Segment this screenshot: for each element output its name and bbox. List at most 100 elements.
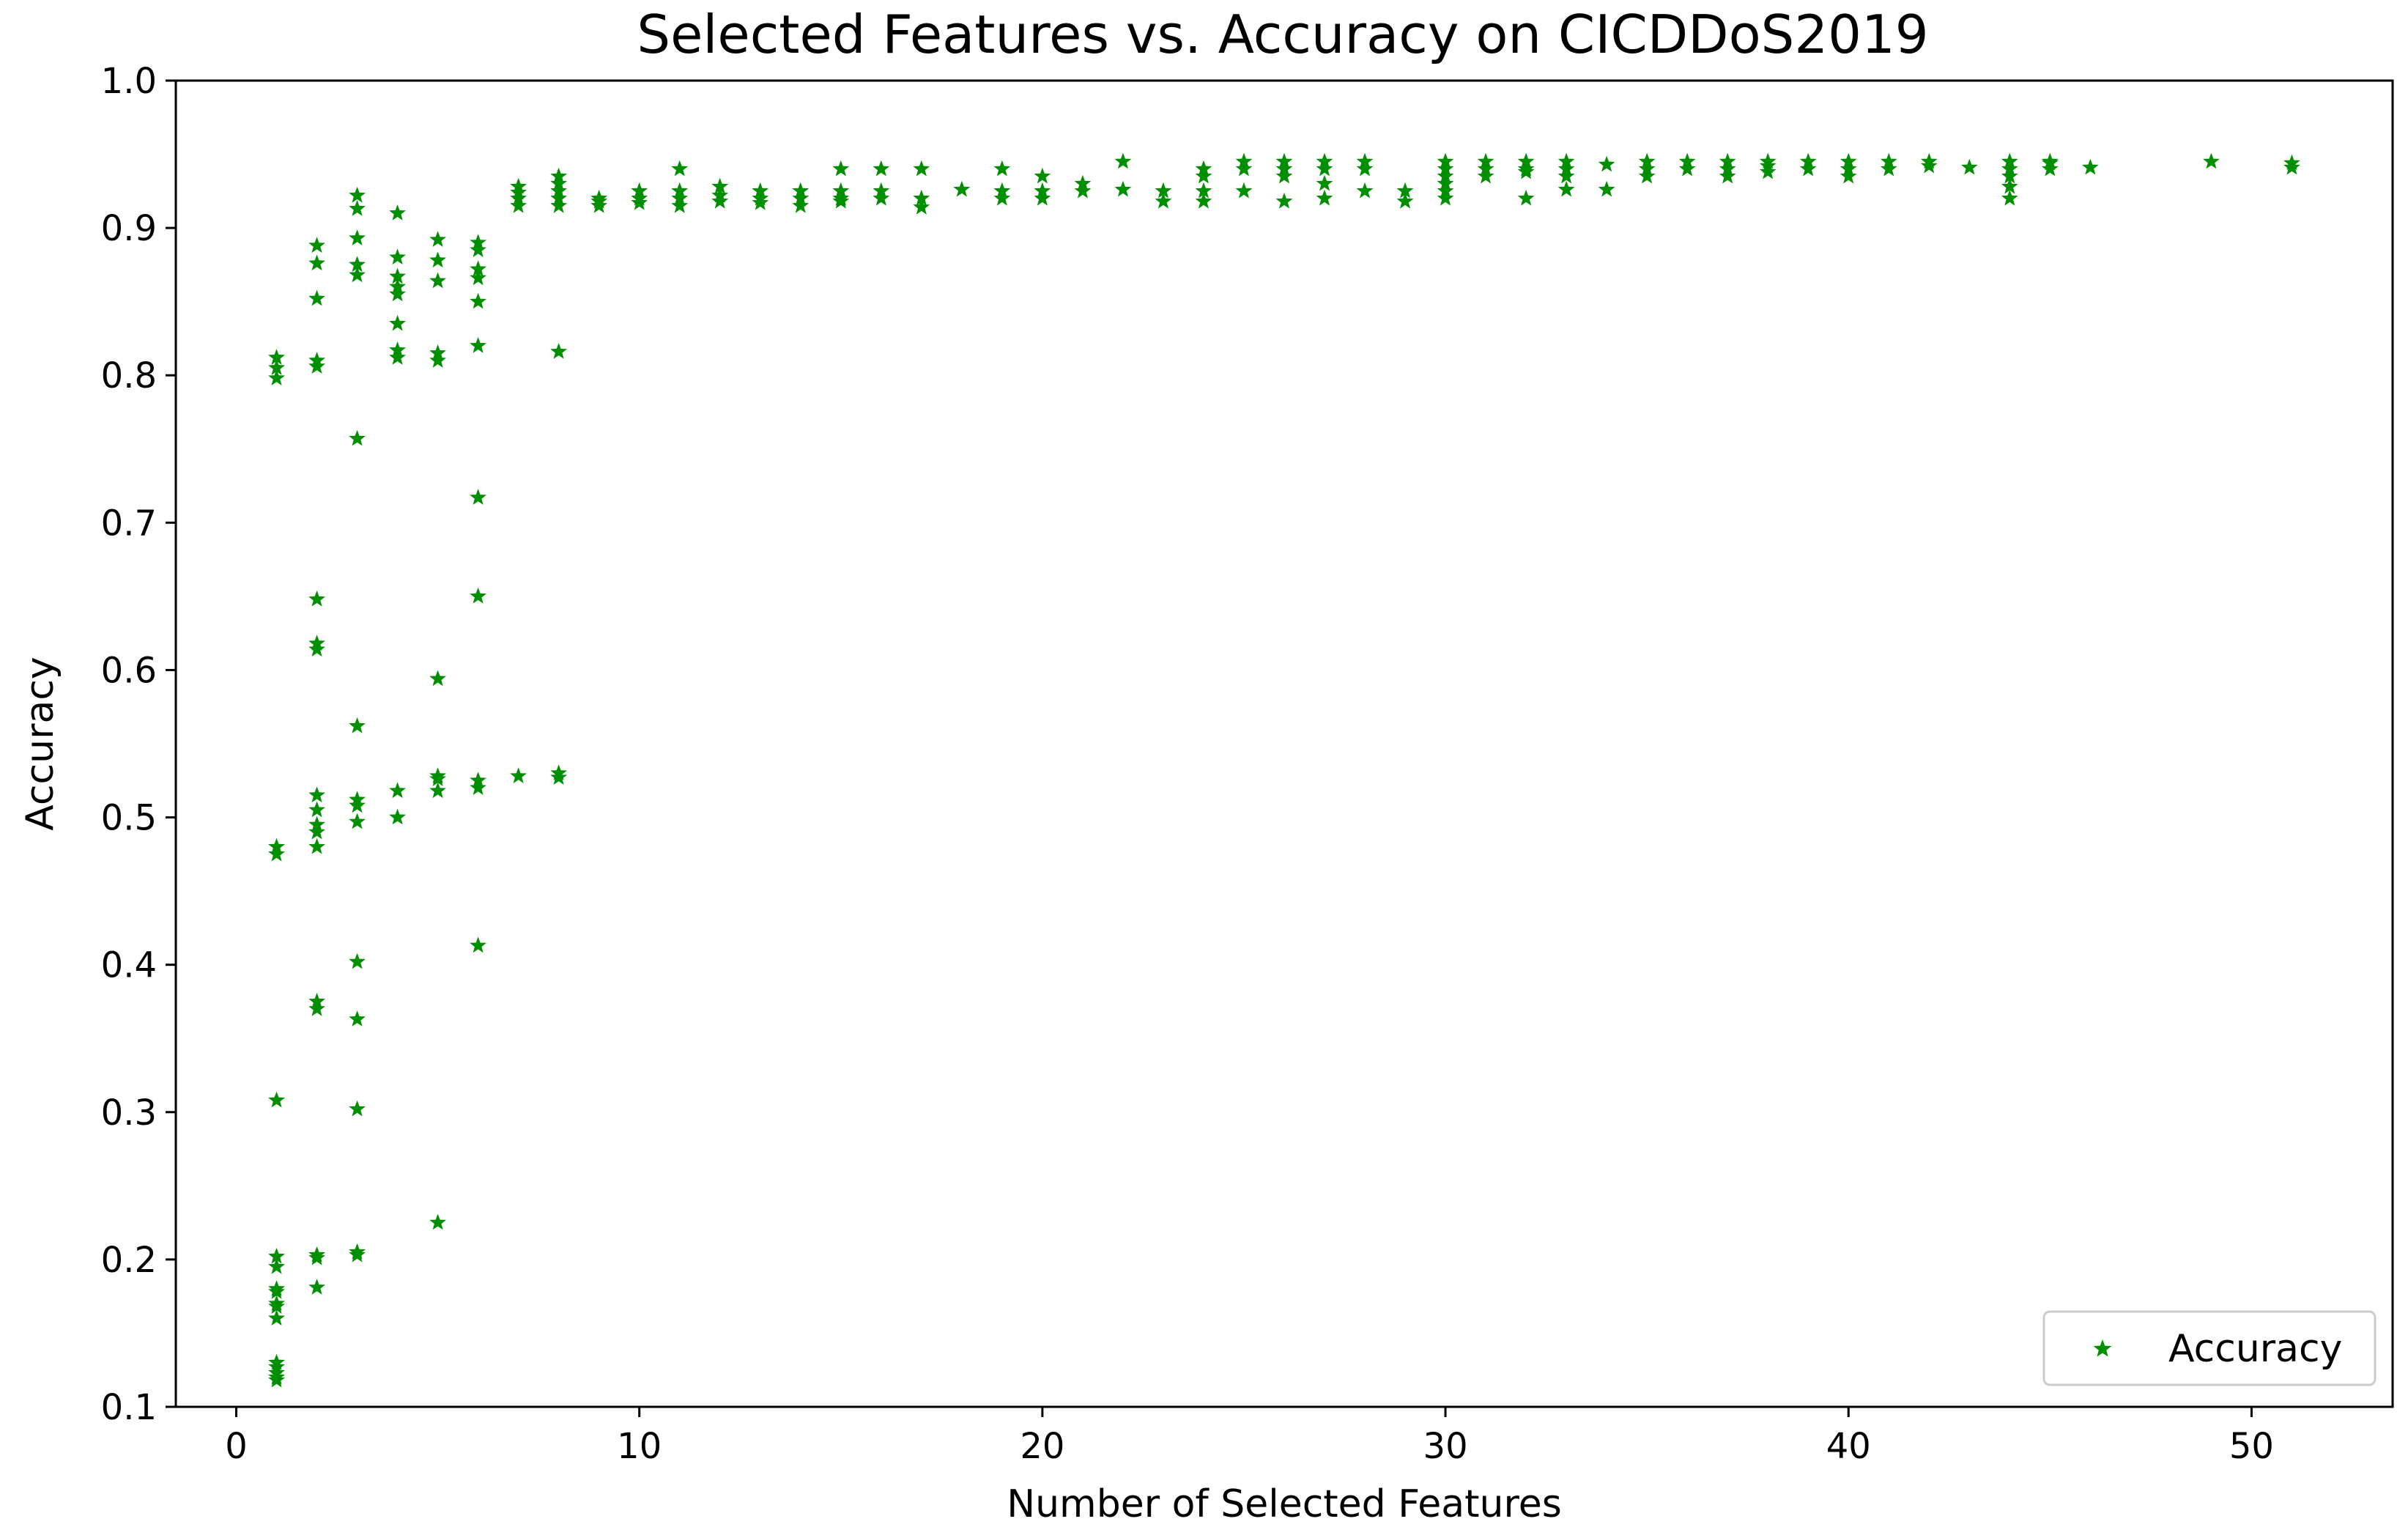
data-point (1034, 167, 1051, 184)
data-point (2041, 160, 2059, 177)
data-point (268, 1371, 285, 1388)
data-point (873, 189, 890, 206)
data-point (1275, 167, 1293, 184)
data-point (1477, 167, 1494, 184)
data-point (389, 267, 406, 284)
data-point (268, 1283, 285, 1299)
data-point (470, 489, 486, 505)
data-point (308, 289, 325, 306)
data-point (308, 640, 325, 657)
data-point (1034, 189, 1051, 206)
data-point (1880, 160, 1897, 177)
data-point (1517, 163, 1535, 180)
chart-title: Selected Features vs. Accuracy on CICDDo… (637, 4, 1928, 65)
data-point (1759, 163, 1777, 180)
data-point (349, 1100, 366, 1117)
x-axis-label: Number of Selected Features (1007, 1482, 1562, 1526)
x-tick-label: 10 (617, 1426, 662, 1467)
data-point (1437, 189, 1454, 206)
data-point (550, 769, 568, 785)
data-point (1316, 160, 1333, 177)
data-point (873, 160, 890, 177)
data-point (510, 767, 527, 783)
legend-box (2042, 1310, 2376, 1386)
data-point (550, 343, 568, 359)
data-point (1275, 192, 1293, 209)
y-tick-label: 0.1 (101, 1387, 157, 1428)
data-point (268, 359, 285, 375)
data-point (389, 248, 406, 265)
x-tick-label: 30 (1423, 1426, 1468, 1467)
data-point (792, 196, 810, 213)
data-point (389, 349, 406, 365)
data-point (470, 269, 486, 286)
data-point (349, 796, 366, 813)
data-point (308, 838, 325, 854)
data-point (1840, 167, 1857, 184)
data-point (308, 801, 325, 818)
data-point (631, 193, 648, 210)
data-point (913, 199, 930, 215)
data-point (953, 180, 971, 197)
data-point (429, 782, 446, 799)
data-point (1316, 189, 1333, 206)
data-point (389, 204, 406, 221)
data-point (349, 256, 366, 273)
y-tick-label: 0.9 (101, 208, 157, 249)
data-point (832, 192, 850, 209)
data-point (349, 200, 366, 216)
data-point (349, 953, 366, 969)
plot-frame (174, 79, 2394, 1408)
data-point (308, 254, 325, 271)
data-point (1396, 192, 1414, 209)
data-point (832, 160, 850, 177)
data-point (510, 196, 527, 213)
data-point (1114, 180, 1132, 197)
data-point (1557, 180, 1575, 197)
data-point (389, 314, 406, 331)
x-tick-label: 20 (1020, 1426, 1064, 1467)
y-tick-label: 0.3 (101, 1093, 157, 1134)
data-point (308, 237, 325, 253)
data-point (429, 251, 446, 268)
data-point (349, 1010, 366, 1027)
data-point (1195, 167, 1212, 184)
plot-background (176, 81, 2393, 1407)
data-point (268, 1257, 285, 1274)
legend-star-icon (2093, 1339, 2112, 1357)
y-tick-label: 0.4 (101, 945, 157, 986)
legend-label: Accuracy (2168, 1327, 2342, 1371)
data-point (2001, 189, 2018, 206)
data-point (1598, 180, 1615, 197)
x-tick-label: 40 (1826, 1426, 1871, 1467)
y-tick-label: 1.0 (101, 61, 157, 102)
data-point (2082, 158, 2099, 175)
data-point (1678, 160, 1696, 177)
data-point (349, 429, 366, 446)
data-point (1155, 182, 1172, 199)
y-tick-label: 0.7 (101, 503, 157, 544)
data-point (308, 1279, 325, 1295)
data-point (308, 786, 325, 803)
data-point (913, 189, 930, 206)
plot-area (174, 79, 2394, 1408)
data-point (470, 241, 486, 257)
data-point (2283, 158, 2300, 175)
data-point (1356, 182, 1374, 199)
y-tick-label: 0.5 (101, 798, 157, 839)
y-tick-label: 0.6 (101, 650, 157, 691)
x-tick-label: 50 (2229, 1426, 2274, 1467)
data-point (268, 1298, 285, 1314)
data-point (470, 779, 486, 795)
data-point (268, 845, 285, 862)
y-tick-label: 0.8 (101, 355, 157, 396)
data-point (1316, 174, 1333, 191)
data-point (1195, 192, 1212, 209)
y-axis-label: Accuracy (18, 657, 62, 830)
data-point (349, 813, 366, 829)
data-point (470, 337, 486, 353)
data-point (470, 936, 486, 953)
data-point (1799, 160, 1817, 177)
data-point (1517, 189, 1535, 206)
